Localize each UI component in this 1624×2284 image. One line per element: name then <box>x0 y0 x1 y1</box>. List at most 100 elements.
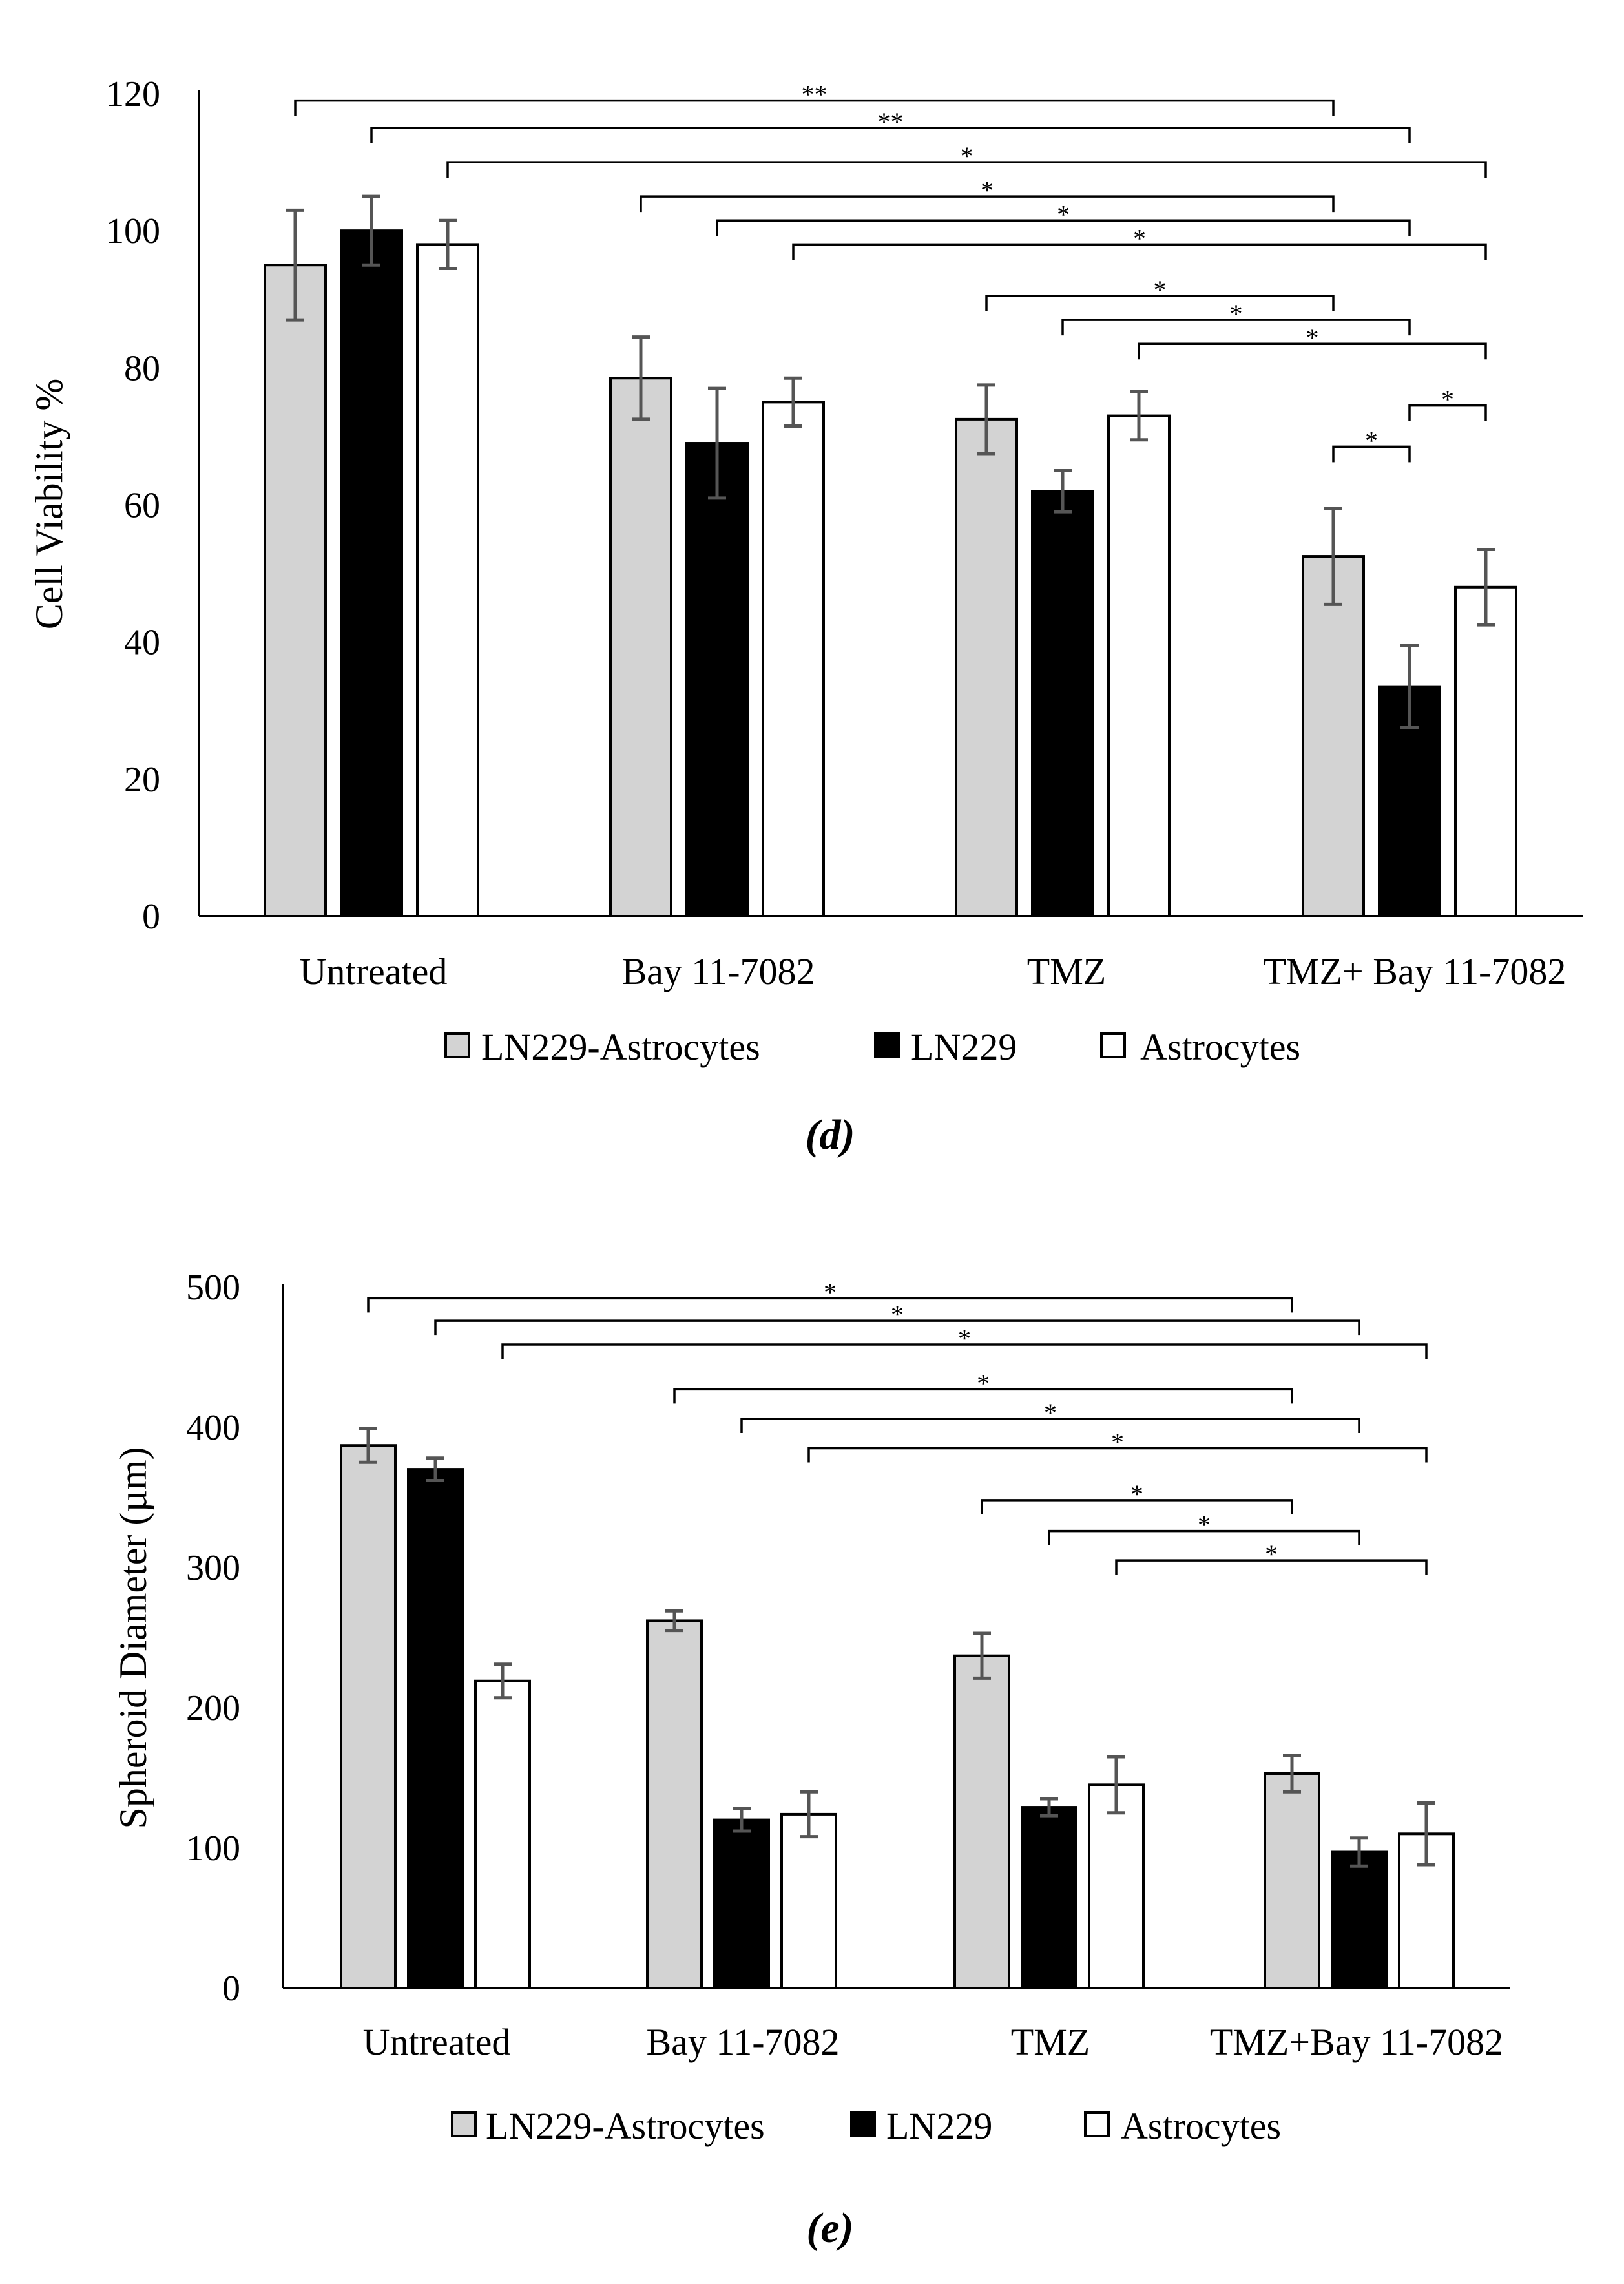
significance-bracket <box>1138 342 1487 360</box>
significance-label: * <box>891 1300 904 1329</box>
significance-bracket <box>446 161 1487 178</box>
legend-label: Astrocytes <box>1140 1026 1300 1068</box>
y-tick-label: 0 <box>222 1969 240 2009</box>
x-category-label: TMZ <box>1011 2021 1090 2063</box>
panel-label: (e) <box>806 2205 853 2252</box>
significance-bracket <box>370 127 1411 144</box>
significance-bracket <box>985 295 1335 311</box>
bar <box>264 264 327 918</box>
bar <box>340 229 403 918</box>
significance-bracket <box>1048 1529 1360 1545</box>
significance-label: * <box>1265 1540 1278 1569</box>
y-tick-label: 300 <box>186 1548 240 1588</box>
y-tick-label: 80 <box>124 348 160 388</box>
y-axis-label: Cell Viability % <box>28 379 70 630</box>
significance-label: * <box>1130 1480 1143 1509</box>
legend-swatch <box>444 1032 470 1058</box>
significance-bracket <box>807 1447 1428 1463</box>
significance-label: * <box>1057 200 1070 229</box>
bar <box>1264 1772 1320 1989</box>
significance-bracket <box>716 219 1411 236</box>
legend-label: LN229 <box>911 1026 1017 1068</box>
bar <box>646 1619 703 1989</box>
legend-label: LN229 <box>886 2105 992 2147</box>
significance-label: * <box>1306 323 1319 352</box>
significance-label: * <box>1154 275 1167 304</box>
significance-bracket <box>673 1388 1293 1404</box>
legend-swatch <box>451 2111 477 2137</box>
y-tick-label: 200 <box>186 1688 240 1728</box>
legend-label: LN229-Astrocytes <box>481 1026 760 1068</box>
bar <box>685 442 749 917</box>
bar <box>1088 1783 1145 1990</box>
significance-bracket <box>367 1297 1293 1313</box>
significance-bracket <box>1115 1559 1428 1575</box>
panel-label: (d) <box>806 1111 855 1158</box>
y-tick-label: 60 <box>124 486 160 526</box>
chart-panel-e: 0 100 200 300 400 500 Spheroid Diameter (µm) Un… <box>112 1268 1510 2252</box>
legend-swatch <box>1100 1032 1126 1058</box>
bar <box>474 1679 531 1990</box>
significance-label: * <box>1133 224 1146 253</box>
significance-bracket <box>434 1319 1360 1336</box>
y-axis-label: Spheroid Diameter (µm) <box>112 1447 154 1828</box>
significance-bracket <box>981 1499 1293 1514</box>
significance-label: * <box>961 141 973 171</box>
bar <box>1031 490 1094 917</box>
x-category-label: TMZ <box>1027 950 1106 992</box>
x-category-label: Untreated <box>363 2021 511 2063</box>
significance-label: * <box>824 1277 837 1306</box>
significance-bracket <box>1332 445 1411 463</box>
significance-bracket <box>640 195 1335 213</box>
significance-bracket <box>1061 319 1411 336</box>
x-category-label: Untreated <box>300 950 448 992</box>
chart-panel-d: 0 20 40 60 80 100 120 Cell Viability % Untreated… <box>28 74 1583 1158</box>
y-tick-label: 120 <box>106 74 160 114</box>
bar <box>1021 1806 1077 1990</box>
bar <box>953 1654 1010 1989</box>
significance-label: * <box>1111 1428 1124 1457</box>
significance-label: * <box>1365 426 1378 455</box>
x-category-label: Bay 11-7082 <box>621 950 815 992</box>
legend-label: LN229-Astrocytes <box>486 2105 765 2147</box>
x-category-label: Bay 11-7082 <box>646 2021 839 2063</box>
x-category-label: TMZ+Bay 11-7082 <box>1210 2021 1503 2063</box>
legend-swatch <box>874 1032 900 1058</box>
bar <box>780 1812 837 1989</box>
significance-label: * <box>1044 1398 1057 1427</box>
significance-label: * <box>1230 299 1243 328</box>
significance-bracket <box>740 1418 1360 1433</box>
bar <box>609 377 672 917</box>
bar <box>407 1468 464 1990</box>
y-tick-label: 500 <box>186 1268 240 1308</box>
bar <box>762 401 825 917</box>
y-tick-label: 400 <box>186 1408 240 1448</box>
significance-bracket <box>1408 404 1487 421</box>
significance-label: * <box>1441 385 1454 414</box>
legend-label: Astrocytes <box>1121 2105 1281 2147</box>
bar <box>955 417 1018 917</box>
significance-label: * <box>958 1324 971 1353</box>
y-tick-label: 100 <box>186 1828 240 1869</box>
bar <box>416 243 479 918</box>
significance-label: * <box>1198 1511 1211 1540</box>
legend-swatch <box>850 2111 876 2137</box>
significance-bracket <box>792 243 1487 260</box>
y-tick-label: 40 <box>124 623 160 663</box>
significance-label: ** <box>802 80 828 109</box>
bar <box>1331 1850 1388 1990</box>
significance-label: * <box>977 1368 990 1398</box>
bar <box>340 1444 397 1989</box>
bar <box>713 1818 770 1990</box>
bar <box>1107 414 1171 917</box>
significance-bracket <box>501 1343 1428 1359</box>
bar <box>1398 1832 1455 1990</box>
y-tick-label: 100 <box>106 211 160 251</box>
legend-swatch <box>1084 2111 1110 2137</box>
bar <box>1454 585 1517 917</box>
y-tick-label: 0 <box>142 897 160 937</box>
significance-label: * <box>981 176 994 205</box>
bar <box>1302 555 1365 917</box>
x-category-label: TMZ+ Bay 11-7082 <box>1264 950 1567 992</box>
